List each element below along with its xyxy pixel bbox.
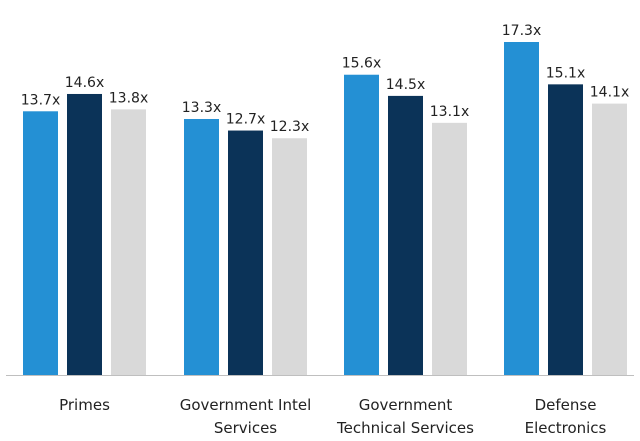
- data-label-4-2: 15.1x: [546, 65, 585, 81]
- category-label-line: Government: [359, 396, 453, 414]
- bar-1-2: [67, 93, 102, 375]
- data-label-2-2: 12.7x: [226, 112, 265, 128]
- category-label-line: Electronics: [525, 419, 607, 437]
- category-label-line: Government Intel: [180, 396, 312, 414]
- category-label-line: Defense: [535, 396, 597, 414]
- category-label-2: Government Intel Services: [180, 396, 312, 437]
- data-label-3-2: 14.5x: [386, 77, 425, 93]
- category-label-line: Technical Services: [336, 419, 474, 437]
- bar-4-1: [504, 42, 539, 375]
- category-labels-group: Primes Government Intel ServicesGovernment…: [59, 396, 606, 437]
- data-label-2-3: 12.3x: [270, 119, 309, 135]
- bars-group: [23, 42, 627, 376]
- category-label-line: Primes: [59, 396, 110, 414]
- bar-2-2: [228, 130, 263, 375]
- data-label-3-3: 13.1x: [430, 104, 469, 120]
- category-label-4: Defense Electronics: [525, 396, 607, 437]
- bar-3-1: [344, 74, 379, 376]
- bar-3-3: [432, 122, 467, 375]
- data-label-1-2: 14.6x: [65, 75, 104, 91]
- data-labels-group: 13.7x 13.3x 15.6x 17.3x 14.6x 12.7x 14.5x 15.1x…: [21, 23, 629, 135]
- category-label-3: Government Technical Services: [336, 396, 474, 437]
- data-label-1-1: 13.7x: [21, 92, 60, 108]
- bar-4-3: [592, 103, 627, 376]
- bar-2-1: [184, 118, 219, 376]
- data-label-2-1: 13.3x: [182, 100, 221, 116]
- data-label-3-1: 15.6x: [342, 56, 381, 72]
- data-label-1-3: 13.8x: [109, 90, 148, 106]
- category-label-line: Services: [214, 419, 277, 437]
- bar-3-2: [388, 95, 423, 376]
- bar-1-1: [23, 111, 58, 375]
- bar-1-3: [111, 109, 146, 376]
- bar-4-2: [548, 84, 583, 376]
- category-label-1: Primes: [59, 396, 110, 414]
- data-label-4-3: 14.1x: [590, 85, 629, 101]
- data-label-4-1: 17.3x: [502, 23, 541, 39]
- bar-2-3: [272, 138, 307, 375]
